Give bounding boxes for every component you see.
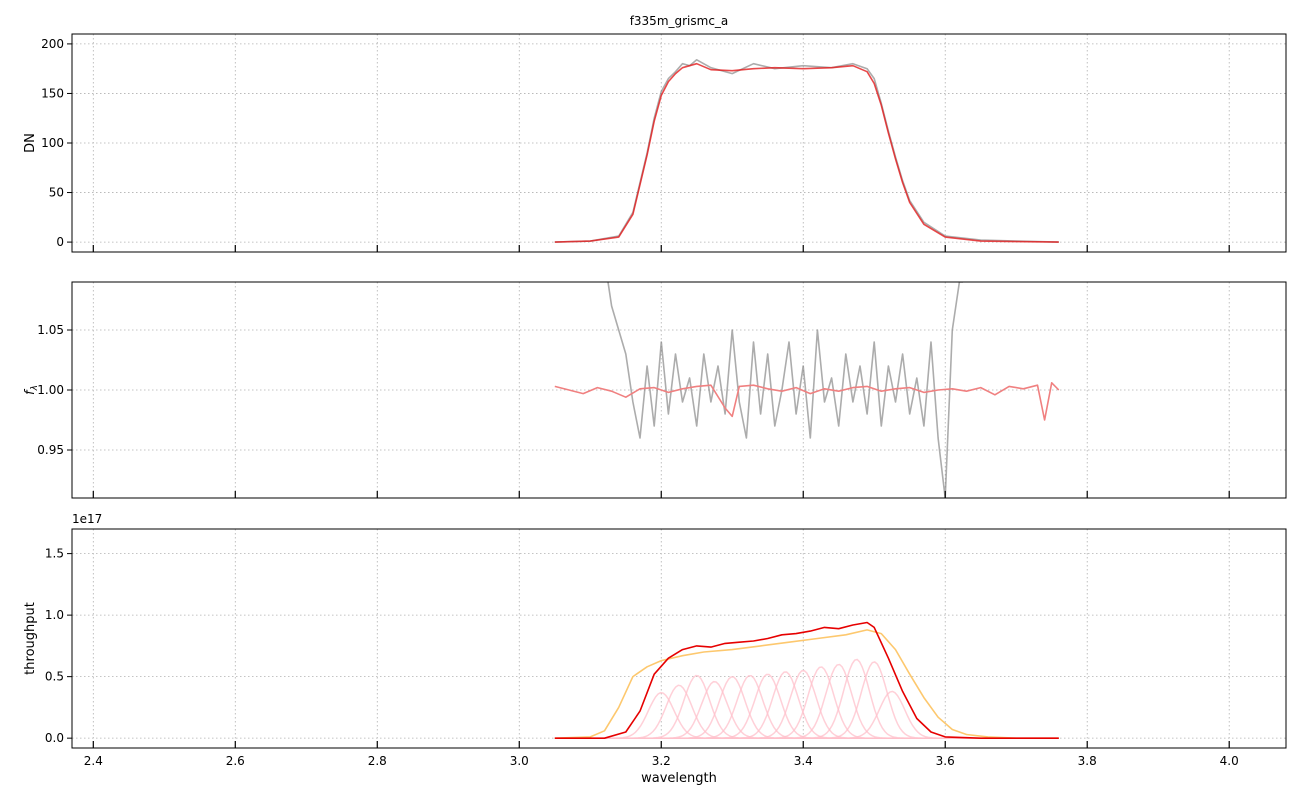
y-scale-multiplier: 1e17: [72, 512, 102, 526]
y-axis-label: throughput: [23, 602, 38, 675]
y-tick-label: 150: [41, 86, 64, 100]
y-tick-label: 0.0: [45, 731, 64, 745]
gaussian-component-line: [554, 684, 1059, 739]
axes-frame: [71, 528, 1287, 749]
gaussian-component-line: [554, 676, 1059, 739]
x-tick-label: 2.4: [84, 754, 103, 768]
y-axis-label: fλ: [23, 385, 40, 395]
bandpass-series-line: [554, 629, 1059, 739]
x-tick-label: 3.6: [936, 754, 955, 768]
model-series-line: [554, 62, 1059, 243]
y-tick-label: 1.00: [37, 383, 64, 397]
y-tick-label: 1.0: [45, 608, 64, 622]
y-tick-label: 100: [41, 136, 64, 150]
x-tick-label: 3.4: [794, 754, 813, 768]
y-tick-label: 1.5: [45, 547, 64, 561]
x-tick-label: 2.8: [368, 754, 387, 768]
y-axis-label: DN: [23, 133, 38, 153]
gaussian-component-line: [554, 673, 1059, 739]
ratio-series-line: [607, 282, 963, 498]
y-tick-label: 0.95: [37, 443, 64, 457]
observed-series-line: [554, 59, 1059, 243]
x-tick-label: 4.0: [1220, 754, 1239, 768]
gaussian-component-line: [554, 674, 1059, 739]
y-tick-label: 50: [49, 186, 64, 200]
total-series-line: [554, 621, 1059, 739]
residual-series-line: [554, 382, 1060, 421]
x-tick-label: 3.8: [1078, 754, 1097, 768]
y-tick-label: 0.5: [45, 670, 64, 684]
gaussian-component-line: [554, 674, 1059, 739]
gaussian-component-line: [554, 680, 1059, 739]
y-tick-label: 1.05: [37, 323, 64, 337]
x-tick-label: 3.0: [510, 754, 529, 768]
x-axis-label: wavelength: [641, 771, 717, 786]
gaussian-component-line: [554, 666, 1059, 739]
figure-title: f335m_grismc_a: [630, 14, 729, 28]
y-tick-label: 0: [56, 235, 64, 249]
flux-ratio-panel: 0.95 1.00 1.05 fλ: [23, 281, 1287, 499]
x-tick-label: 2.6: [226, 754, 245, 768]
y-tick-label: 200: [41, 37, 64, 51]
throughput-panel: 2.4 2.6 2.8 3.0 3.2 3.4 3.6 3.8 4.0 0.0 0.5 1.0 1.5 t…: [23, 512, 1287, 768]
dn-panel: 0 50 100 150 200 DN: [23, 33, 1287, 253]
x-tick-label: 3.2: [652, 754, 671, 768]
